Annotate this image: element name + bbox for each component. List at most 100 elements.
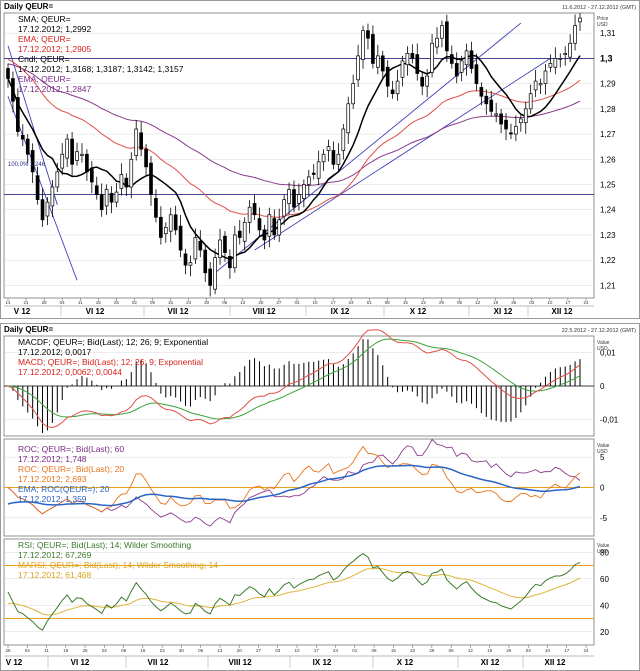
day-tick-label: 29 — [429, 648, 435, 653]
candle-body — [553, 58, 558, 68]
day-tick-label: 05 — [457, 300, 463, 305]
roc-tick-label: 5 — [600, 453, 605, 462]
candle-body — [188, 262, 193, 266]
day-tick-label: 13 — [240, 300, 246, 305]
rsi-axis-unit: USD — [597, 549, 608, 555]
trend-line — [7, 45, 58, 205]
day-tick-label: 09 — [121, 648, 127, 653]
day-tick-label: 22 — [421, 300, 427, 305]
day-tick-label: 24 — [583, 300, 589, 305]
candle-body — [464, 50, 469, 66]
candle-body — [533, 80, 538, 91]
price-x-axis: 14 21 28 04 11 18 25 02 09 16 23 30 06 13 20 27 03 10 17 24… — [4, 298, 594, 316]
day-tick-label: 18 — [63, 648, 69, 653]
day-tick-label: 14 — [5, 300, 11, 305]
legend-macdf-value: 17.12.2012; 0,0017 — [18, 347, 92, 357]
candle-body — [390, 89, 395, 95]
day-tick-label: 10 — [547, 300, 553, 305]
price-legend: SMA; QEUR= 17.12.2012; 1,2992 EMA; QEUR=… — [18, 14, 184, 94]
candle-body — [311, 172, 316, 175]
roc20-line — [7, 445, 581, 515]
price-plot-area — [3, 12, 595, 299]
legend-ema-value: 17.12.2012; 1,2905 — [18, 44, 92, 54]
bottom-x-axis: 28 04 11 18 25 02 09 16 23 30 06 13 20 27 03 10 17 24 01 08… — [4, 645, 594, 668]
day-tick-label: 19 — [493, 300, 499, 305]
day-tick-label: 17 — [331, 300, 337, 305]
candle-body — [316, 161, 321, 179]
rsi-tick-label: 80 — [600, 548, 609, 557]
month-label: XI 12 — [494, 307, 513, 316]
candle-body — [168, 214, 173, 232]
candle-body — [356, 55, 360, 81]
candle-body — [124, 177, 129, 188]
month-label: IX 12 — [313, 658, 332, 667]
candle-body — [297, 194, 301, 204]
legend-ema2-value: 17.12.2012; 1,2847 — [18, 84, 92, 94]
rsi-plot-area — [3, 538, 595, 646]
day-tick-label: 13 — [217, 648, 223, 653]
candle-body — [287, 189, 291, 204]
roc-legend: ROC; QEUR=; Bid(Last); 60 17.12.2012; 1,… — [18, 444, 124, 504]
candle-body — [242, 221, 247, 242]
rsi-tick-label: 40 — [600, 601, 609, 610]
day-tick-label: 24 — [583, 648, 589, 653]
legend-ema2-name: EMA; QEUR= — [18, 74, 71, 84]
day-tick-label: 17 — [565, 300, 571, 305]
candle-body — [420, 76, 425, 87]
price-tick-label: 1,31 — [600, 29, 616, 38]
day-tick-label: 24 — [333, 648, 339, 653]
legend-rsi-name: RSI; QEUR=; Bid(Last); 14; Wilder Smooth… — [18, 540, 191, 550]
candle-body — [523, 108, 528, 124]
month-label: X 12 — [410, 307, 427, 316]
candle-body — [85, 153, 89, 173]
macd-axis-unit: USD — [597, 346, 608, 352]
day-tick-label: 17 — [314, 648, 320, 653]
legend-marsi-value: 17.12.2012; 61,468 — [18, 570, 92, 580]
top-chart-range: 11.6.2012 - 27.12.2012 (GMT) — [562, 5, 636, 11]
candle-body — [543, 70, 548, 84]
candle-body — [55, 171, 60, 188]
candle-body — [459, 60, 464, 73]
candle-body — [321, 153, 326, 163]
candle-body — [366, 30, 370, 39]
fib-level-label: 100,0% 1,246 — [8, 162, 46, 168]
candle-body — [538, 83, 543, 86]
month-label: V 12 — [14, 307, 31, 316]
candle-body — [509, 132, 513, 135]
bottom-chart-title: Daily QEUR= — [4, 325, 53, 334]
candle-body — [109, 192, 114, 203]
candle-body — [484, 95, 489, 105]
candle-body — [514, 126, 518, 135]
candle-body — [183, 253, 188, 266]
candle-body — [50, 186, 55, 207]
rsi-axis-title: Value — [597, 543, 610, 549]
macd-legend: MACDF; QEUR=; Bid(Last); 12; 26; 9; Expo… — [18, 337, 208, 377]
legend-cndl-value: 17.12.2012; 1,3168; 1,3187; 1,3142; 1,31… — [18, 64, 184, 74]
candle-body — [178, 225, 183, 251]
day-tick-label: 29 — [439, 300, 445, 305]
candle-body — [489, 99, 494, 112]
day-tick-label: 20 — [258, 300, 264, 305]
candle-body — [163, 227, 168, 235]
candle-body — [425, 75, 429, 87]
month-label: X 12 — [397, 658, 414, 667]
price-tick-label: 1,26 — [600, 155, 616, 164]
price-tick-label: 1,25 — [600, 181, 616, 190]
legend-macd-name: MACD; QEUR=; Bid(Last); 12; 26; 9; Expon… — [18, 357, 203, 367]
day-tick-label: 16 — [140, 648, 146, 653]
macd-tick-label: 0,01 — [600, 349, 616, 358]
candle-body — [139, 132, 143, 150]
candle-body — [474, 64, 479, 84]
price-tick-label: 1,27 — [600, 130, 616, 139]
day-tick-label: 26 — [506, 648, 512, 653]
legend-rsi-value: 17.12.2012; 67,269 — [18, 550, 92, 560]
candle-body — [208, 268, 213, 286]
candle-body — [272, 218, 277, 236]
day-tick-label: 27 — [276, 300, 282, 305]
candle-body — [75, 151, 79, 161]
candle-body — [45, 201, 50, 217]
day-tick-label: 10 — [313, 300, 319, 305]
day-tick-label: 12 — [468, 648, 474, 653]
legend-roc20-name: ROC; QEUR=; Bid(Last); 20 — [18, 464, 124, 474]
